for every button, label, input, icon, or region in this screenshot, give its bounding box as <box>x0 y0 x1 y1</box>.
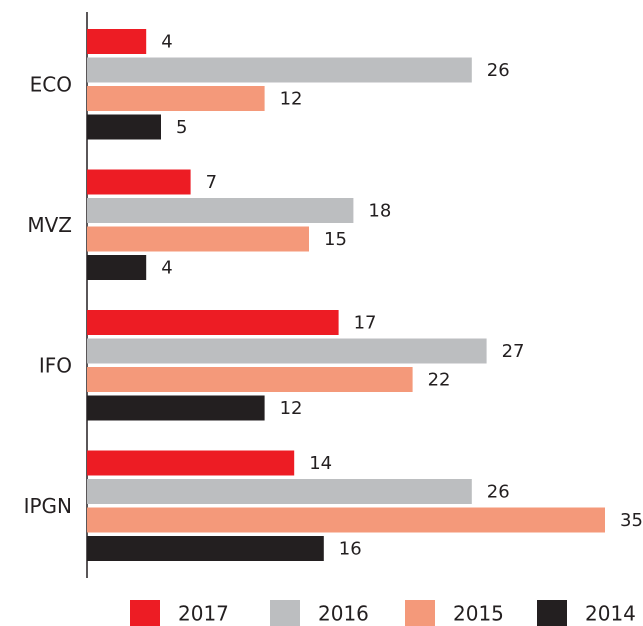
bar <box>87 169 191 195</box>
bar <box>87 507 605 533</box>
legend-label: 2017 <box>178 602 229 626</box>
legend-label: 2016 <box>318 602 369 626</box>
value-label: 12 <box>280 398 303 419</box>
bar <box>87 450 295 476</box>
value-label: 12 <box>280 89 303 110</box>
bar <box>87 395 265 421</box>
value-label: 22 <box>428 370 451 391</box>
legend-label: 2015 <box>453 602 504 626</box>
value-label: 35 <box>620 510 643 531</box>
value-label: 26 <box>487 482 510 503</box>
value-label: 7 <box>206 172 217 193</box>
value-label: 27 <box>502 341 525 362</box>
value-label: 4 <box>161 32 172 53</box>
value-label: 14 <box>309 453 332 474</box>
value-label: 18 <box>368 201 391 222</box>
bar <box>87 338 487 364</box>
bar <box>87 29 147 54</box>
bar <box>87 226 309 252</box>
value-label: 17 <box>354 313 377 334</box>
legend-swatch <box>405 600 435 626</box>
category-label: IPGN <box>24 494 72 518</box>
bar <box>87 57 472 83</box>
category-label: ECO <box>30 73 72 97</box>
bar <box>87 479 472 504</box>
bar <box>87 86 265 111</box>
category-label: IFO <box>39 354 72 378</box>
category-label: MVZ <box>27 213 72 237</box>
value-label: 16 <box>339 539 362 560</box>
bar <box>87 255 147 280</box>
legend-swatch <box>130 600 160 626</box>
value-label: 4 <box>161 258 172 279</box>
bar <box>87 536 324 561</box>
bar <box>87 310 339 335</box>
legend-swatch <box>270 600 300 626</box>
value-label: 5 <box>176 117 187 138</box>
value-label: 26 <box>487 60 510 81</box>
value-label: 15 <box>324 229 347 250</box>
bar <box>87 114 161 140</box>
legend-label: 2014 <box>585 602 636 626</box>
bar <box>87 198 354 223</box>
bar <box>87 367 413 392</box>
legend-swatch <box>537 600 567 626</box>
